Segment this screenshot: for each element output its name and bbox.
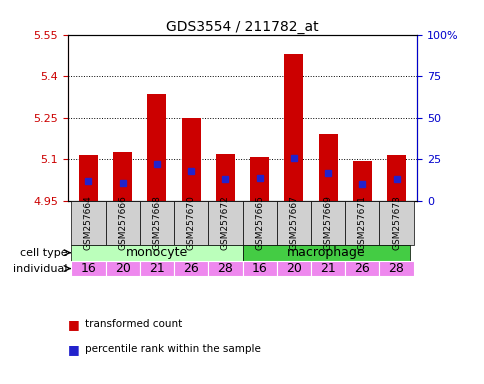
Bar (139, 201, 174, 245)
Text: 16: 16 (80, 262, 96, 275)
Bar (71, 245, 242, 261)
Bar (318, 134, 337, 201)
Bar (182, 118, 200, 201)
Text: cell type: cell type (19, 248, 67, 258)
Text: 26: 26 (354, 262, 369, 275)
Text: macrophage: macrophage (287, 246, 365, 259)
Text: individual: individual (13, 263, 67, 273)
Bar (113, 152, 132, 201)
Text: GSM257665: GSM257665 (255, 195, 264, 250)
Bar (106, 261, 139, 276)
Bar (242, 201, 276, 245)
Bar (378, 201, 413, 245)
Bar (352, 161, 371, 201)
Bar (174, 201, 208, 245)
Text: 21: 21 (149, 262, 165, 275)
Bar (276, 201, 310, 245)
Text: GSM257668: GSM257668 (152, 195, 161, 250)
Text: GSM257664: GSM257664 (84, 195, 93, 250)
Text: 26: 26 (183, 262, 198, 275)
Text: 20: 20 (286, 262, 301, 275)
Text: 21: 21 (319, 262, 335, 275)
Text: ■: ■ (68, 318, 79, 331)
Bar (276, 261, 310, 276)
Bar (345, 201, 378, 245)
Text: transformed count: transformed count (85, 319, 182, 329)
Bar (71, 261, 106, 276)
Text: 28: 28 (217, 262, 233, 275)
Text: GSM257666: GSM257666 (118, 195, 127, 250)
Bar (345, 261, 378, 276)
Bar (284, 54, 302, 201)
Bar (310, 201, 345, 245)
Bar (106, 201, 139, 245)
Bar (242, 245, 409, 261)
Bar (215, 154, 234, 201)
Text: GSM257670: GSM257670 (186, 195, 195, 250)
Bar (208, 261, 242, 276)
Text: monocyte: monocyte (125, 246, 188, 259)
Bar (79, 155, 98, 201)
Text: 20: 20 (115, 262, 130, 275)
Text: 16: 16 (251, 262, 267, 275)
Text: 28: 28 (388, 262, 404, 275)
Bar (386, 155, 405, 201)
Bar (71, 201, 106, 245)
Text: GSM257671: GSM257671 (357, 195, 366, 250)
Bar (174, 261, 208, 276)
Text: ■: ■ (68, 343, 79, 356)
Text: percentile rank within the sample: percentile rank within the sample (85, 344, 260, 354)
Text: GSM257673: GSM257673 (391, 195, 400, 250)
Bar (208, 201, 242, 245)
Bar (250, 157, 269, 201)
Text: GSM257667: GSM257667 (289, 195, 298, 250)
Bar (139, 261, 174, 276)
Text: GSM257669: GSM257669 (323, 195, 332, 250)
Bar (147, 94, 166, 201)
Bar (242, 261, 276, 276)
Title: GDS3554 / 211782_at: GDS3554 / 211782_at (166, 20, 318, 33)
Bar (310, 261, 345, 276)
Text: GSM257672: GSM257672 (220, 195, 229, 250)
Bar (378, 261, 413, 276)
